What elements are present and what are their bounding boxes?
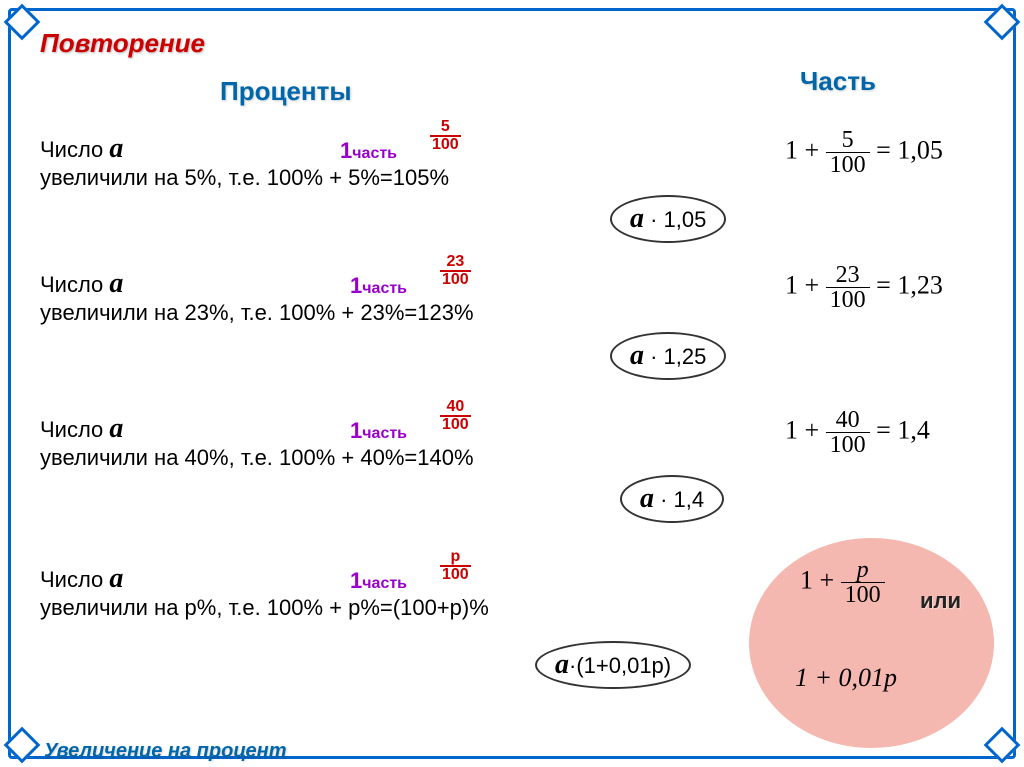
formula: 1 + 23100 = 1,23 [785,263,943,312]
text: Число [40,137,109,162]
denominator: 100 [826,153,870,177]
result-oval: a · 1,4 [620,475,724,523]
part-label: 1часть [350,418,407,444]
text: 1 [350,273,362,298]
variable-a: a [109,268,123,299]
text: часть [362,280,407,297]
corner-decoration [984,4,1021,41]
numerator: 5 [826,128,870,153]
formula-alt: 1 + 0,01p [795,663,897,693]
heading-part: Часть [800,66,876,97]
formula: 1 + 5100 = 1,05 [785,128,943,177]
part-label: 1часть [350,568,407,594]
text: Число [40,272,109,297]
result-oval: a·(1+0,01p) [535,641,691,689]
formula: 1 + 40100 = 1,4 [785,408,930,457]
text: · 1,4 [654,487,704,512]
result: 1,23 [897,270,943,299]
corner-decoration [984,727,1021,764]
example-block: Число a увеличили на 5%, т.е. 100% + 5%=… [40,133,984,191]
result: 1,4 [897,415,930,444]
numerator: 40 [826,408,870,433]
numerator: 23 [826,263,870,288]
text: 1 [350,568,362,593]
corner-decoration [4,727,41,764]
mini-fraction: p 100 [440,549,471,583]
denominator: 100 [430,137,461,153]
corner-decoration [4,4,41,41]
variable-a: a [630,340,644,371]
denominator: 100 [841,583,885,607]
text: 1 [340,138,352,163]
heading-percents: Проценты [220,76,352,107]
variable-a: a [555,649,569,680]
variable-a: a [109,413,123,444]
mini-fraction: 40 100 [440,399,471,433]
footer-text: Увеличение на процент [44,740,286,763]
part-label: 1часть [340,138,397,164]
text: Число [40,567,109,592]
result: 1 + 0,01p [795,663,897,692]
denominator: 100 [440,417,471,433]
variable-a: a [630,203,644,234]
result: 1,05 [897,135,943,164]
numerator: 40 [440,399,471,417]
formula: 1 + p100 [800,558,885,607]
example-block: Число a увеличили на 40%, т.е. 100% + 40… [40,413,984,471]
text: · 1,05 [644,207,706,232]
numerator: p [440,549,471,567]
result-oval: a · 1,05 [610,195,726,243]
result-oval: a · 1,25 [610,332,726,380]
text: часть [362,425,407,442]
text: ·(1+0,01p) [569,653,671,678]
numerator: 23 [440,254,471,272]
text: часть [362,575,407,592]
variable-a: a [109,133,123,164]
part-label: 1часть [350,273,407,299]
text: Число [40,417,109,442]
variable-a: a [640,483,654,514]
content-area: Повторение Проценты Часть Число a увелич… [40,28,984,739]
variable-a: a [109,563,123,594]
slide-title: Повторение [40,28,984,59]
denominator: 100 [440,272,471,288]
text: · 1,25 [644,344,706,369]
text: 1 [350,418,362,443]
or-label: или [920,588,961,614]
mini-fraction: 23 100 [440,254,471,288]
text: часть [352,145,397,162]
example-block: Число a увеличили на 23%, т.е. 100% + 23… [40,268,984,326]
denominator: 100 [826,288,870,312]
numerator: 5 [430,119,461,137]
numerator: p [841,558,885,583]
denominator: 100 [440,567,471,583]
mini-fraction: 5 100 [430,119,461,153]
denominator: 100 [826,433,870,457]
example-block: Число a увеличили на p%, т.е. 100% + p%=… [40,563,984,621]
